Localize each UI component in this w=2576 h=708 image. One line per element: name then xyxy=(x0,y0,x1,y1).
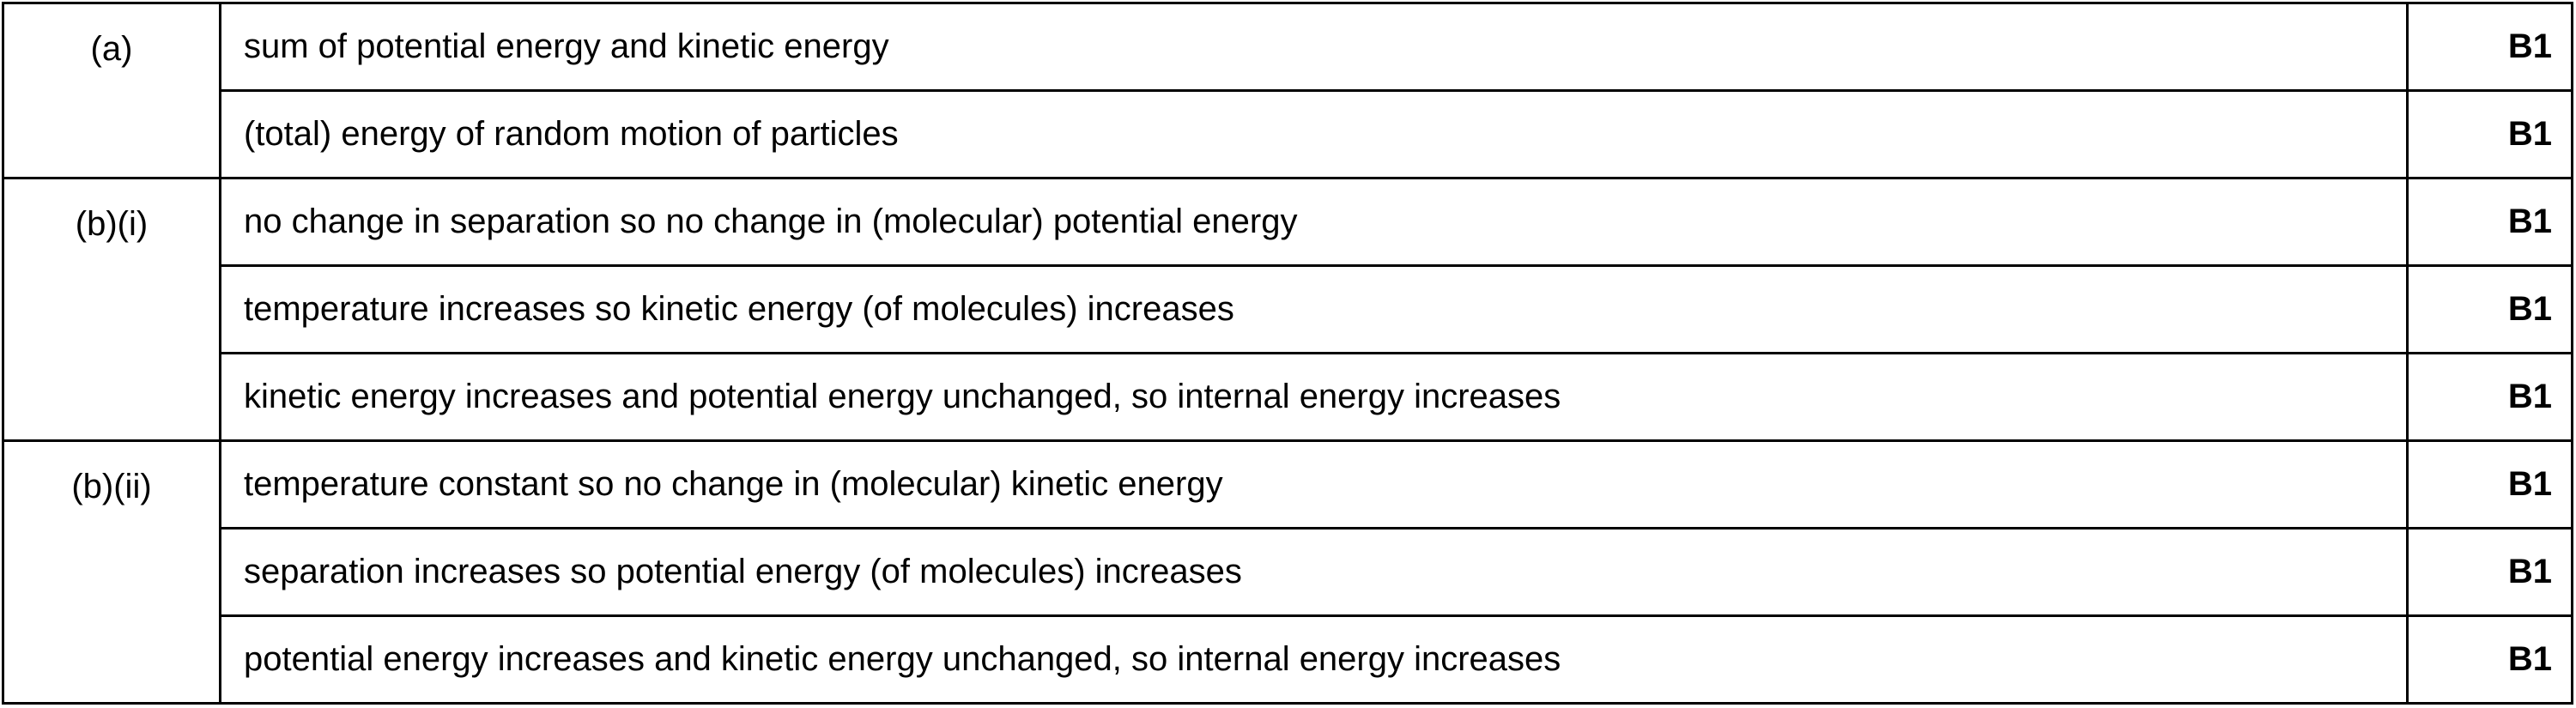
part-label: (a) xyxy=(2,2,221,179)
mark: B1 xyxy=(2406,439,2573,529)
answer-text: temperature constant so no change in (mo… xyxy=(219,439,2409,529)
mark: B1 xyxy=(2406,89,2573,179)
table-row: separation increases so potential energy… xyxy=(3,527,2573,617)
table-row: (a) sum of potential energy and kinetic e… xyxy=(2,2,2573,179)
answer-text: (total) energy of random motion of parti… xyxy=(219,89,2409,179)
mark: B1 xyxy=(2406,352,2573,442)
mark: B1 xyxy=(2406,527,2573,617)
mark: B1 xyxy=(2406,2,2573,92)
mark: B1 xyxy=(2406,264,2573,354)
table-row: (b)(ii) temperature constant so no change… xyxy=(2,439,2573,705)
mark: B1 xyxy=(2406,614,2573,705)
table-row: potential energy increases and kinetic e… xyxy=(3,614,2573,705)
answer-text: temperature increases so kinetic energy … xyxy=(219,264,2409,354)
answer-text: potential energy increases and kinetic e… xyxy=(219,614,2409,705)
table-row: kinetic energy increases and potential e… xyxy=(3,352,2573,442)
part-label: (b)(i) xyxy=(2,177,221,442)
mark: B1 xyxy=(2406,177,2573,267)
answer-text: kinetic energy increases and potential e… xyxy=(219,352,2409,442)
answer-text: sum of potential energy and kinetic ener… xyxy=(219,2,2409,92)
table-row: (total) energy of random motion of parti… xyxy=(3,89,2573,179)
table-row: (b)(i) no change in separation so no chan… xyxy=(2,177,2573,442)
answer-text: no change in separation so no change in … xyxy=(219,177,2409,267)
part-label: (b)(ii) xyxy=(2,439,221,705)
table-row: temperature increases so kinetic energy … xyxy=(3,264,2573,354)
answer-text: separation increases so potential energy… xyxy=(219,527,2409,617)
